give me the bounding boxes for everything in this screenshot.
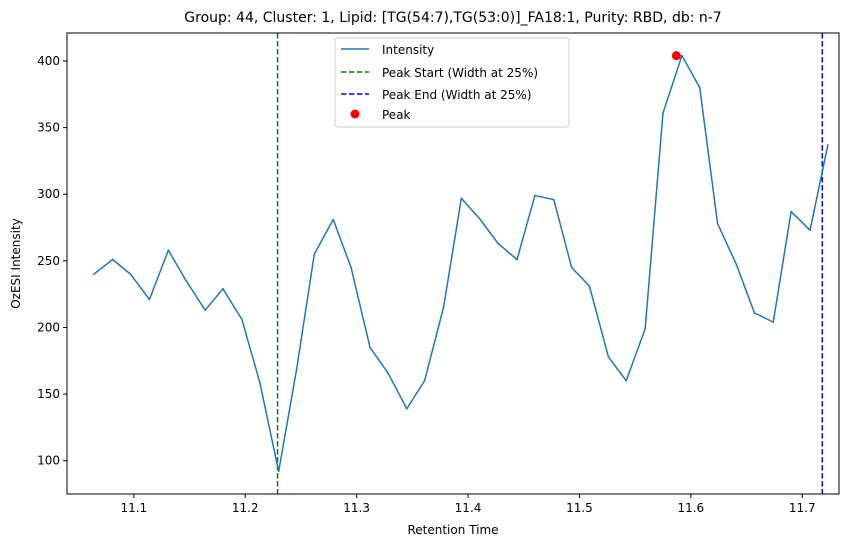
data-point bbox=[387, 371, 389, 374]
data-point bbox=[753, 311, 756, 314]
legend-label-intensity: Intensity bbox=[382, 43, 434, 57]
data-point bbox=[369, 346, 371, 349]
y-tick-label: 300 bbox=[37, 187, 60, 201]
data-point bbox=[350, 266, 352, 269]
y-tick-label: 350 bbox=[37, 121, 60, 135]
legend-label-peak-end: Peak End (Width at 25%) bbox=[382, 88, 532, 102]
data-point bbox=[442, 306, 445, 309]
data-point bbox=[241, 318, 243, 321]
x-tick-label: 11.6 bbox=[677, 501, 704, 515]
data-point bbox=[625, 379, 628, 382]
data-point bbox=[185, 280, 187, 282]
data-point bbox=[553, 198, 555, 201]
data-point bbox=[277, 470, 280, 473]
data-point bbox=[588, 285, 591, 287]
y-tick-label: 200 bbox=[37, 320, 60, 334]
markers-layer bbox=[671, 51, 681, 61]
data-point bbox=[827, 144, 829, 146]
data-point bbox=[405, 407, 408, 410]
data-point bbox=[735, 264, 738, 266]
data-point bbox=[258, 381, 261, 383]
x-tick-label: 11.2 bbox=[232, 501, 259, 515]
data-point bbox=[790, 210, 792, 213]
data-point bbox=[809, 229, 811, 231]
x-tick-label: 11.4 bbox=[455, 501, 482, 515]
data-point bbox=[332, 218, 335, 221]
y-tick-label: 150 bbox=[37, 387, 60, 401]
data-point bbox=[570, 266, 573, 269]
y-axis-ticks: 100 150 200 250 300 350 400 bbox=[37, 54, 67, 468]
y-axis-label: OzESI Intensity bbox=[9, 218, 23, 309]
data-point bbox=[295, 369, 298, 371]
data-point bbox=[644, 327, 646, 330]
lines-layer bbox=[92, 54, 829, 473]
x-tick-label: 11.3 bbox=[343, 501, 370, 515]
data-point bbox=[167, 249, 170, 251]
data-point bbox=[479, 218, 482, 221]
legend-label-peak-start: Peak Start (Width at 25%) bbox=[382, 66, 538, 80]
data-point bbox=[681, 54, 683, 57]
data-point bbox=[460, 197, 463, 200]
y-tick-label: 400 bbox=[37, 54, 60, 68]
y-tick-label: 100 bbox=[37, 454, 60, 468]
vlines-layer bbox=[276, 33, 824, 494]
peak-marker bbox=[671, 51, 681, 61]
x-axis-label: Retention Time bbox=[407, 523, 498, 537]
data-point bbox=[148, 298, 151, 301]
x-tick-label: 11.7 bbox=[789, 501, 816, 515]
x-tick-label: 11.1 bbox=[120, 501, 147, 515]
data-point bbox=[204, 309, 206, 311]
x-axis-ticks: 11.1 11.2 11.3 11.4 11.5 11.6 11.7 bbox=[120, 494, 816, 515]
data-point bbox=[716, 222, 719, 225]
chart-title: Group: 44, Cluster: 1, Lipid: [TG(54:7),… bbox=[184, 10, 721, 26]
legend-label-peak: Peak bbox=[382, 108, 411, 122]
legend: Intensity Peak Start (Width at 25%) Peak… bbox=[334, 37, 570, 128]
data-point bbox=[111, 258, 114, 261]
plot-frame bbox=[66, 32, 840, 495]
legend-swatch-peak bbox=[350, 109, 360, 119]
data-point bbox=[698, 86, 701, 89]
data-point bbox=[92, 273, 95, 275]
data-point bbox=[662, 112, 664, 114]
x-tick-label: 11.5 bbox=[566, 501, 593, 515]
data-point bbox=[534, 194, 536, 197]
data-point bbox=[497, 242, 499, 245]
data-point bbox=[516, 258, 518, 261]
data-point bbox=[423, 379, 426, 382]
legend-box bbox=[334, 37, 570, 128]
data-point bbox=[222, 288, 224, 290]
data-point bbox=[772, 321, 775, 323]
data-point bbox=[313, 253, 316, 255]
data-point bbox=[129, 273, 132, 275]
data-point bbox=[607, 355, 610, 358]
y-tick-label: 250 bbox=[37, 254, 60, 268]
